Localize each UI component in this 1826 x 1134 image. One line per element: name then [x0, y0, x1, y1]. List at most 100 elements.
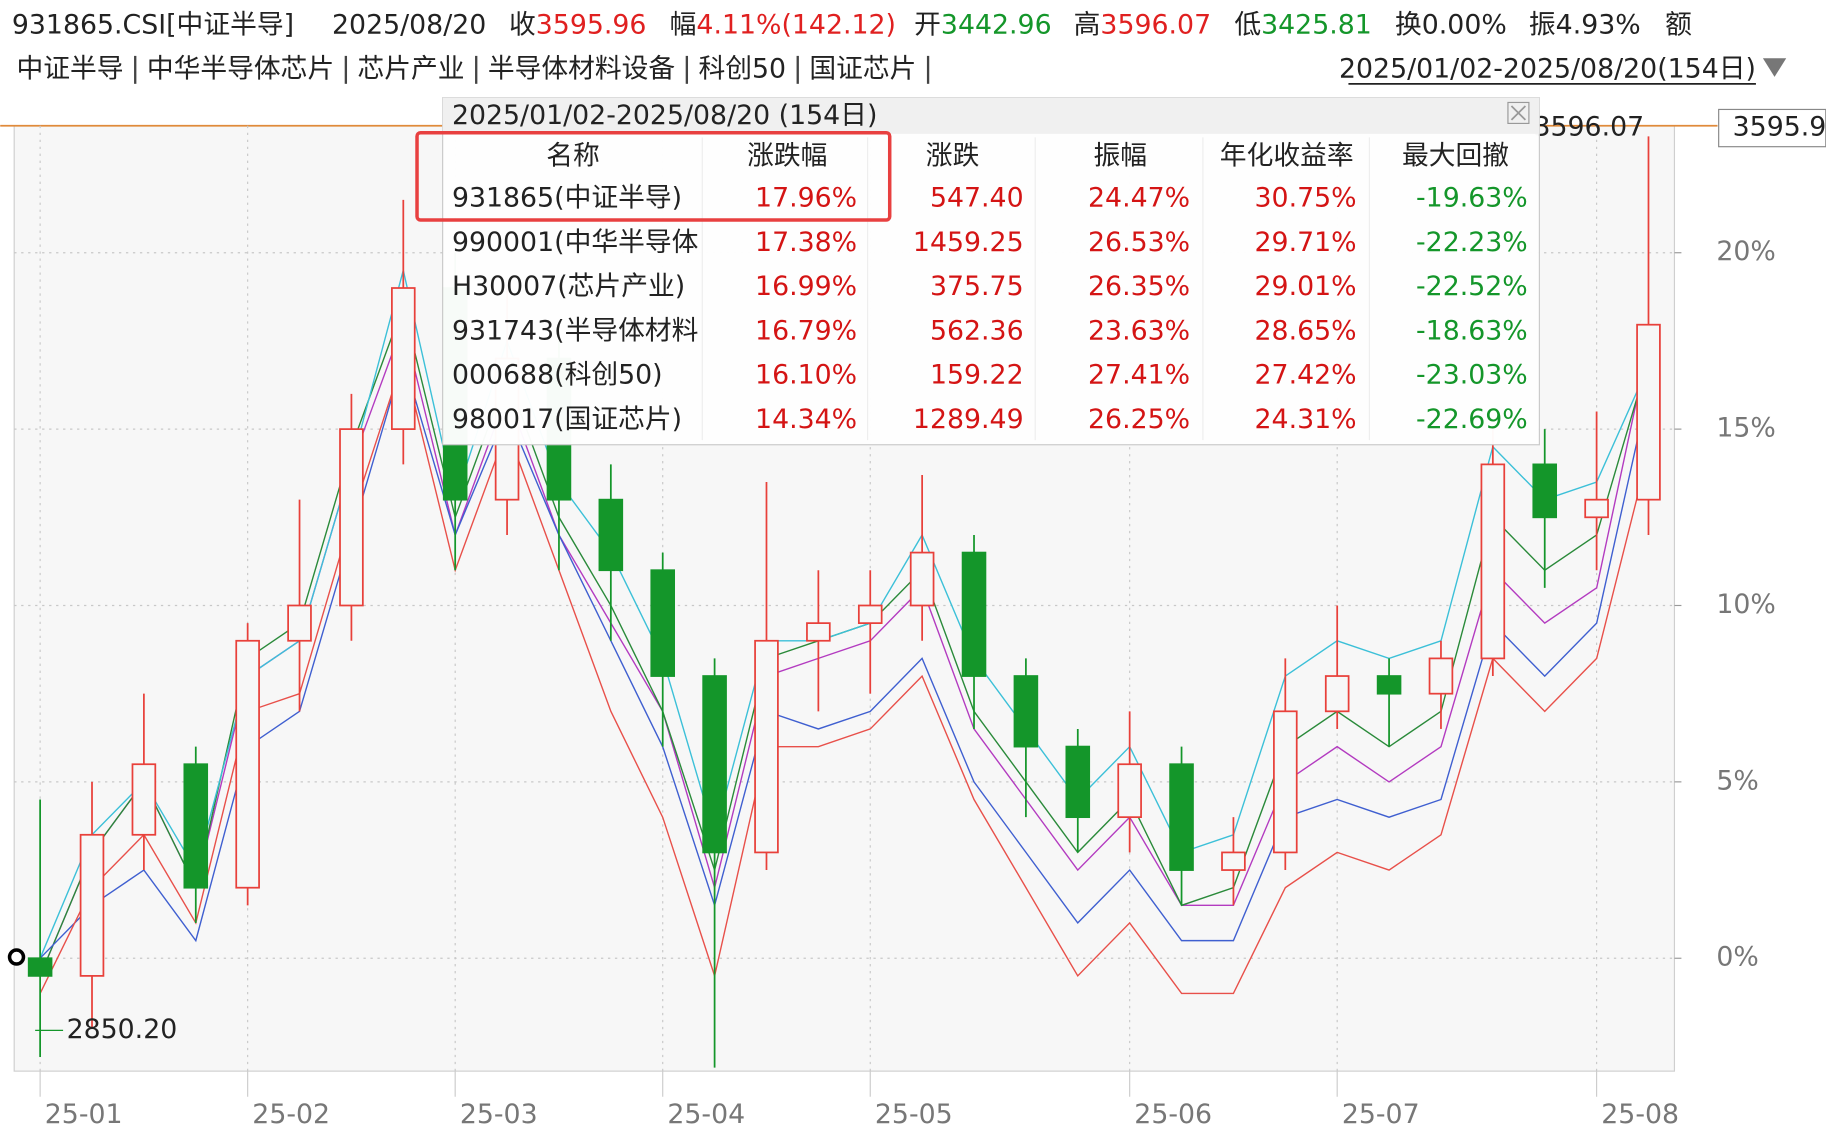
- header-item: 幅: [670, 9, 697, 40]
- date-range: 2025/01/02-2025/08/20(154日): [1339, 53, 1756, 84]
- price-box: [1718, 108, 1826, 148]
- candle-body: [1169, 763, 1194, 871]
- cell: 24.31%: [1255, 404, 1357, 435]
- x-tick-label: 25-01: [45, 1099, 123, 1130]
- candle-body: [1584, 498, 1609, 519]
- x-tick-label: 25-04: [667, 1099, 745, 1130]
- y-tick-label: 20%: [1716, 236, 1776, 267]
- header-field: 幅4.11%(142.12): [670, 9, 896, 40]
- cell: -19.63%: [1416, 183, 1528, 214]
- candle-body: [1480, 463, 1506, 660]
- series-line: [39, 356, 1650, 995]
- candle-body: [650, 569, 676, 677]
- price-label: 3595.96: [1733, 112, 1826, 143]
- cell: 27.42%: [1255, 360, 1357, 391]
- y-tick-label: 10%: [1716, 589, 1776, 620]
- overlay: 3596.07 3595.96 2850.20 2025/01/02-2025/08/…: [7, 97, 1826, 1045]
- candle-body: [1324, 675, 1350, 713]
- highlight-box: [415, 130, 892, 222]
- candle-body: [235, 639, 260, 889]
- table-panel: [442, 97, 1540, 446]
- legend-entry: 半导体材料设备: [488, 53, 676, 84]
- candle-body: [183, 763, 209, 889]
- header-item: 3425.81: [1261, 9, 1372, 40]
- row-name: 000688(科创50): [452, 360, 663, 391]
- x-tick-label: 25-02: [252, 1099, 330, 1130]
- header-item: 3595.96: [536, 9, 647, 40]
- candle-body: [79, 833, 105, 977]
- candle-body: [1013, 675, 1039, 748]
- row-name: H30007(芯片产业): [452, 271, 685, 302]
- header-item: 开: [914, 9, 941, 40]
- cell: 23.63%: [1088, 315, 1190, 346]
- candle-body: [1117, 763, 1142, 819]
- header-field: 2025/08/20: [332, 9, 486, 40]
- table-titlebar: [442, 97, 1540, 134]
- candle-body: [1532, 463, 1558, 519]
- candle-body: [702, 675, 727, 854]
- legend-entry: 芯片产业: [358, 53, 465, 84]
- cell: 14.34%: [755, 404, 857, 435]
- x-tick-label: 25-06: [1134, 1099, 1212, 1130]
- candle-body: [806, 622, 831, 642]
- candle-body: [1065, 745, 1091, 819]
- header-field: 换0.00%: [1395, 9, 1507, 40]
- header-item: 换0.00%: [1395, 9, 1507, 40]
- dropdown-arrow: [1762, 58, 1787, 77]
- cell: 159.22: [930, 360, 1024, 391]
- header-item: 3442.96: [941, 9, 1052, 40]
- series-line: [39, 356, 1650, 959]
- low-label: 2850.20: [67, 1014, 178, 1045]
- cell: -22.52%: [1416, 271, 1528, 302]
- candle-body: [1273, 710, 1298, 854]
- close-button[interactable]: [1507, 101, 1530, 124]
- column-header: 振幅: [1093, 141, 1147, 172]
- cell: 16.99%: [755, 271, 857, 302]
- legend-entry: 中华半导体芯片: [147, 53, 334, 84]
- column-header: 涨跌: [926, 141, 980, 172]
- cell: 27.41%: [1088, 360, 1190, 391]
- cell: 26.25%: [1088, 404, 1190, 435]
- row-name: 980017(国证芯片): [452, 404, 682, 435]
- candle-body: [1376, 675, 1402, 695]
- column-header: 涨跌幅: [747, 141, 827, 172]
- header-item: 2025/08/20: [332, 9, 486, 40]
- candle-body: [391, 287, 416, 430]
- x-tick-label: 25-08: [1601, 1099, 1679, 1130]
- candle-body: [909, 551, 935, 607]
- candle-body: [754, 639, 779, 854]
- cell: 17.96%: [755, 183, 857, 214]
- candle-body: [339, 428, 364, 607]
- cell: 16.79%: [755, 315, 857, 346]
- candle-body: [1428, 657, 1454, 695]
- candle-body: [287, 604, 312, 642]
- header-item: 低: [1234, 9, 1261, 40]
- legend-entry: 国证芯片: [809, 53, 916, 84]
- candle-body: [857, 604, 883, 625]
- cell: 28.65%: [1255, 315, 1357, 346]
- cursor-marker: [7, 948, 26, 966]
- row-name: 931743(半导体材料: [452, 315, 698, 346]
- header-item: 额: [1665, 9, 1692, 40]
- column-header: 最大回撤: [1402, 141, 1509, 172]
- header-item: 4.11%(142.12): [696, 9, 896, 40]
- column-header: 年化收益率: [1220, 141, 1354, 172]
- candle-body: [27, 957, 53, 977]
- cell: 16.10%: [755, 360, 857, 391]
- header-field: 低3425.81: [1234, 9, 1371, 40]
- header-field: 931865.CSI[中证半导]: [12, 9, 294, 40]
- candle-body: [1636, 323, 1661, 501]
- close-icon[interactable]: [1510, 105, 1527, 121]
- x-tick-label: 25-03: [460, 1099, 538, 1130]
- cell: -22.23%: [1416, 227, 1528, 258]
- candle-body: [1221, 851, 1246, 871]
- marks: [27, 136, 1661, 1068]
- cell: 562.36: [930, 315, 1024, 346]
- cell: 30.75%: [1255, 183, 1357, 214]
- candle-body: [961, 551, 987, 677]
- cell: 24.47%: [1088, 183, 1190, 214]
- cell: -18.63%: [1416, 315, 1528, 346]
- cell: -22.69%: [1416, 404, 1528, 435]
- header-item: 高: [1074, 9, 1101, 40]
